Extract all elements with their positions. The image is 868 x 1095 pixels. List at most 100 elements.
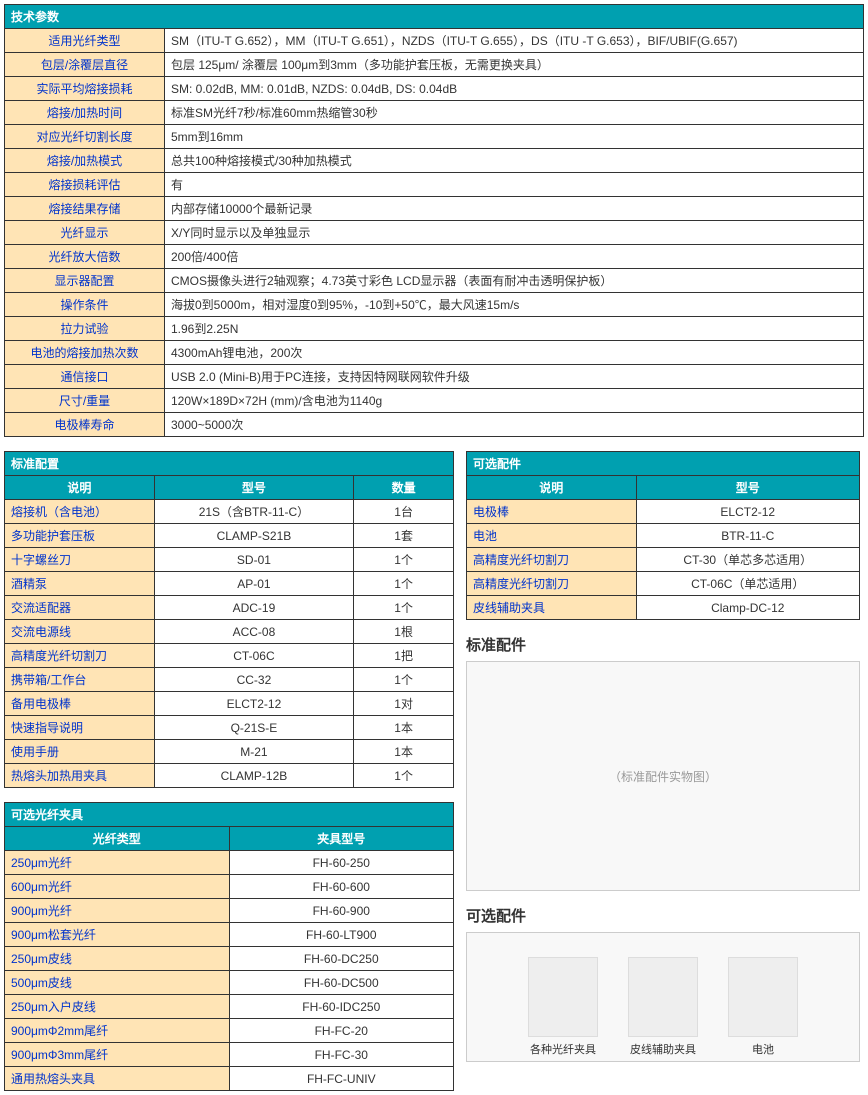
spec-label: 对应光纤切割长度 (5, 125, 165, 149)
spec-value: 有 (165, 173, 864, 197)
table-cell: CC-32 (154, 668, 354, 692)
optional-accessories-table: 可选配件 说明型号 电极棒ELCT2-12电池BTR-11-C高精度光纤切割刀C… (466, 451, 860, 620)
spec-value: 200倍/400倍 (165, 245, 864, 269)
table-cell: 1个 (354, 764, 454, 788)
table-cell: 酒精泵 (5, 572, 155, 596)
table-cell: 1对 (354, 692, 454, 716)
spec-value: X/Y同时显示以及单独显示 (165, 221, 864, 245)
accessory-item: 各种光纤夹具 (528, 957, 598, 1057)
table-cell: ELCT2-12 (154, 692, 354, 716)
spec-label: 通信接口 (5, 365, 165, 389)
accessory-label: 电池 (752, 1041, 774, 1057)
spec-value: 总共100种熔接模式/30种加热模式 (165, 149, 864, 173)
table-header: 夹具型号 (229, 827, 453, 851)
spec-value: CMOS摄像头进行2轴观察；4.73英寸彩色 LCD显示器（表面有耐冲击透明保护… (165, 269, 864, 293)
table-cell: AP-01 (154, 572, 354, 596)
spec-label: 电极棒寿命 (5, 413, 165, 437)
spec-label: 熔接损耗评估 (5, 173, 165, 197)
table-cell: FH-60-LT900 (229, 923, 453, 947)
table-cell: 热熔头加热用夹具 (5, 764, 155, 788)
table-cell: 电池 (467, 524, 637, 548)
table-cell: FH-FC-20 (229, 1019, 453, 1043)
table-cell: Clamp-DC-12 (636, 596, 859, 620)
table-cell: FH-60-IDC250 (229, 995, 453, 1019)
accessory-label: 各种光纤夹具 (530, 1041, 596, 1057)
table-cell: ACC-08 (154, 620, 354, 644)
accessory-image (528, 957, 598, 1037)
table-cell: Q-21S-E (154, 716, 354, 740)
table-cell: M-21 (154, 740, 354, 764)
table-cell: 交流适配器 (5, 596, 155, 620)
spec-value: 120W×189D×72H (mm)/含电池为1140g (165, 389, 864, 413)
optional-holders-title: 可选光纤夹具 (5, 803, 454, 827)
spec-label: 熔接/加热时间 (5, 101, 165, 125)
spec-value: USB 2.0 (Mini-B)用于PC连接，支持因特网联网软件升级 (165, 365, 864, 389)
table-cell: ADC-19 (154, 596, 354, 620)
table-cell: FH-60-250 (229, 851, 453, 875)
table-cell: 1根 (354, 620, 454, 644)
table-cell: 1本 (354, 716, 454, 740)
table-cell: 快速指导说明 (5, 716, 155, 740)
table-cell: 1个 (354, 548, 454, 572)
table-cell: FH-60-DC250 (229, 947, 453, 971)
standard-config-title: 标准配置 (5, 452, 454, 476)
table-cell: CT-06C (154, 644, 354, 668)
table-cell: 携带箱/工作台 (5, 668, 155, 692)
spec-value: 海拔0到5000m，相对湿度0到95%，-10到+50℃，最大风速15m/s (165, 293, 864, 317)
accessory-image (628, 957, 698, 1037)
table-cell: CT-30（单芯多芯适用） (636, 548, 859, 572)
table-header: 型号 (154, 476, 354, 500)
accessory-item: 皮线辅助夹具 (628, 957, 698, 1057)
table-cell: 1套 (354, 524, 454, 548)
table-cell: CT-06C（单芯适用） (636, 572, 859, 596)
table-cell: FH-60-600 (229, 875, 453, 899)
spec-value: SM: 0.02dB, MM: 0.01dB, NZDS: 0.04dB, DS… (165, 77, 864, 101)
standard-config-table: 标准配置 说明型号数量 熔接机（含电池）21S（含BTR-11-C）1台多功能护… (4, 451, 454, 788)
table-cell: 高精度光纤切割刀 (5, 644, 155, 668)
spec-value: 标准SM光纤7秒/标准60mm热缩管30秒 (165, 101, 864, 125)
table-cell: 900μm松套光纤 (5, 923, 230, 947)
table-cell: 250μm光纤 (5, 851, 230, 875)
spec-value: 3000~5000次 (165, 413, 864, 437)
optional-accessories-title: 可选配件 (467, 452, 860, 476)
spec-label: 尺寸/重量 (5, 389, 165, 413)
spec-value: 包层 125μm/ 涂覆层 100μm到3mm（多功能护套压板，无需更换夹具） (165, 53, 864, 77)
spec-label: 电池的熔接加热次数 (5, 341, 165, 365)
table-header: 数量 (354, 476, 454, 500)
table-cell: 250μm入户皮线 (5, 995, 230, 1019)
table-cell: BTR-11-C (636, 524, 859, 548)
spec-label: 拉力试验 (5, 317, 165, 341)
table-cell: 皮线辅助夹具 (467, 596, 637, 620)
table-cell: 600μm光纤 (5, 875, 230, 899)
table-header: 说明 (5, 476, 155, 500)
table-cell: 1台 (354, 500, 454, 524)
spec-label: 操作条件 (5, 293, 165, 317)
table-cell: 高精度光纤切割刀 (467, 548, 637, 572)
spec-value: 内部存储10000个最新记录 (165, 197, 864, 221)
table-cell: 电极棒 (467, 500, 637, 524)
optional-accessories-image: 各种光纤夹具 皮线辅助夹具 电池 (466, 932, 860, 1062)
spec-label: 光纤显示 (5, 221, 165, 245)
accessory-label: 皮线辅助夹具 (630, 1041, 696, 1057)
table-cell: 十字螺丝刀 (5, 548, 155, 572)
standard-accessories-heading: 标准配件 (466, 634, 860, 655)
specs-table: 技术参数 适用光纤类型 SM（ITU-T G.652），MM（ITU-T G.6… (4, 4, 864, 437)
table-header: 型号 (636, 476, 859, 500)
spec-label: 熔接结果存储 (5, 197, 165, 221)
table-cell: 多功能护套压板 (5, 524, 155, 548)
optional-accessories-heading: 可选配件 (466, 905, 860, 926)
spec-label: 显示器配置 (5, 269, 165, 293)
table-cell: 通用热熔头夹具 (5, 1067, 230, 1091)
spec-value: 5mm到16mm (165, 125, 864, 149)
table-cell: FH-60-900 (229, 899, 453, 923)
table-cell: 1把 (354, 644, 454, 668)
table-cell: FH-60-DC500 (229, 971, 453, 995)
spec-label: 熔接/加热模式 (5, 149, 165, 173)
table-cell: FH-FC-30 (229, 1043, 453, 1067)
spec-value: 4300mAh锂电池，200次 (165, 341, 864, 365)
table-cell: 1个 (354, 572, 454, 596)
table-cell: 900μm光纤 (5, 899, 230, 923)
table-cell: 250μm皮线 (5, 947, 230, 971)
table-cell: 500μm皮线 (5, 971, 230, 995)
table-cell: CLAMP-S21B (154, 524, 354, 548)
